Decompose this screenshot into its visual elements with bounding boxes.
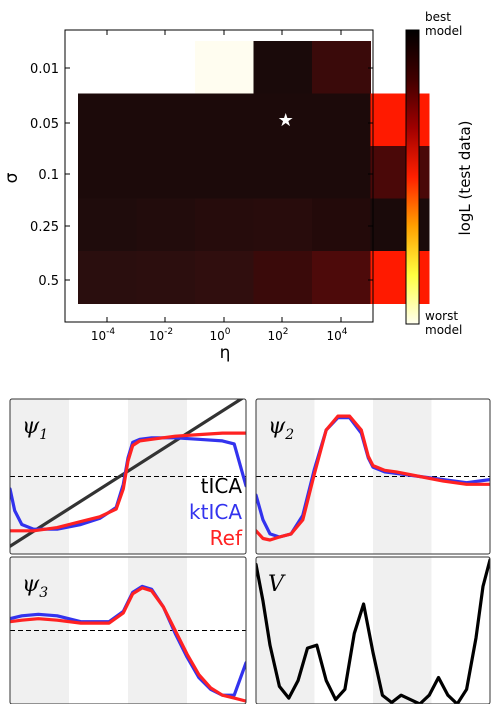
heatmap-cell [136,198,196,252]
heatmap-cell [253,41,313,94]
heatmap-cell [253,198,313,252]
panel-label: ψ3 [22,572,48,601]
panel-frame [255,556,491,704]
y-tick-label: 0.01 [30,62,59,77]
x-tick-label: 10-2 [149,327,173,343]
colorbar-gradient [405,29,420,325]
line-panel: ψ3 [9,556,247,704]
heatmap-cell [312,251,371,304]
y-axis-ticks: 0.01 0.05 0.1 0.25 0.5 [30,62,373,289]
heatmap-cell [136,251,196,304]
shaded-band [373,557,432,704]
heatmap-cell [370,198,430,252]
heatmap-cell [370,251,430,304]
heatmap-cell [136,93,196,147]
heatmap-cell [195,41,254,94]
heatmap-cell [312,93,371,147]
heatmap-cell [312,146,371,199]
heatmap-cell [195,198,254,252]
x-tick-label: 10-4 [91,327,116,343]
panel-label: V [268,572,286,597]
y-tick-label: 0.5 [38,274,59,289]
heatmap-cell [370,146,430,199]
y-tick-label: 0.1 [38,168,59,183]
colorbar-bottom-label: worst model [425,309,462,337]
heatmap-cell [253,251,313,304]
line-panel: ψ2 [255,398,491,555]
panel-frame [9,556,247,704]
panel-frame [9,398,247,555]
heatmap-cell [253,93,313,147]
heatmap-cell [195,251,254,304]
series-line [256,558,490,704]
heatmap-cell [253,146,313,199]
heatmap-cell [195,146,254,199]
series-line [10,399,245,548]
x-tick-label: 102 [267,327,288,343]
y-tick-label: 0.25 [30,220,59,235]
heatmap-panel: ★ 0.01 0.05 0.1 0.25 0.5 10-4 10-2 100 102 104 σ… [2,29,430,363]
heatmap-cells [78,41,430,304]
shaded-band [256,557,315,704]
colorbar-label: logL (test data) [456,120,474,235]
heatmap-cell [312,198,371,252]
heatmap-cell [136,146,196,199]
series-line [10,431,246,533]
heatmap-cell [370,93,430,147]
legend-entry: tICA [201,474,243,498]
y-tick-label: 0.05 [30,117,59,132]
x-axis-label: η [220,343,231,363]
legend-entry: ktICA [189,500,242,524]
y-axis-label: σ [2,172,22,183]
heatmap-cell [312,41,371,94]
colorbar: best model worst model logL (test data) [405,10,474,337]
line-panel: V [255,556,491,704]
panel-label: ψ2 [268,414,294,443]
heatmap-cell [78,93,137,147]
x-tick-label: 104 [326,327,347,343]
colorbar-top-label: best model [425,10,462,38]
series-line [10,586,246,703]
heatmap-cell [78,251,137,304]
heatmap-cell [195,93,254,147]
series-line [256,414,490,542]
heatmap-cell [78,146,137,199]
panel-label: ψ1 [22,414,48,443]
heatmap-cell [78,198,137,252]
legend-entry: Ref [210,526,243,550]
x-tick-label: 100 [209,327,230,343]
best-model-star: ★ [278,110,294,131]
x-axis-ticks: 10-4 10-2 100 102 104 [91,30,348,343]
panel-frame [255,398,491,555]
